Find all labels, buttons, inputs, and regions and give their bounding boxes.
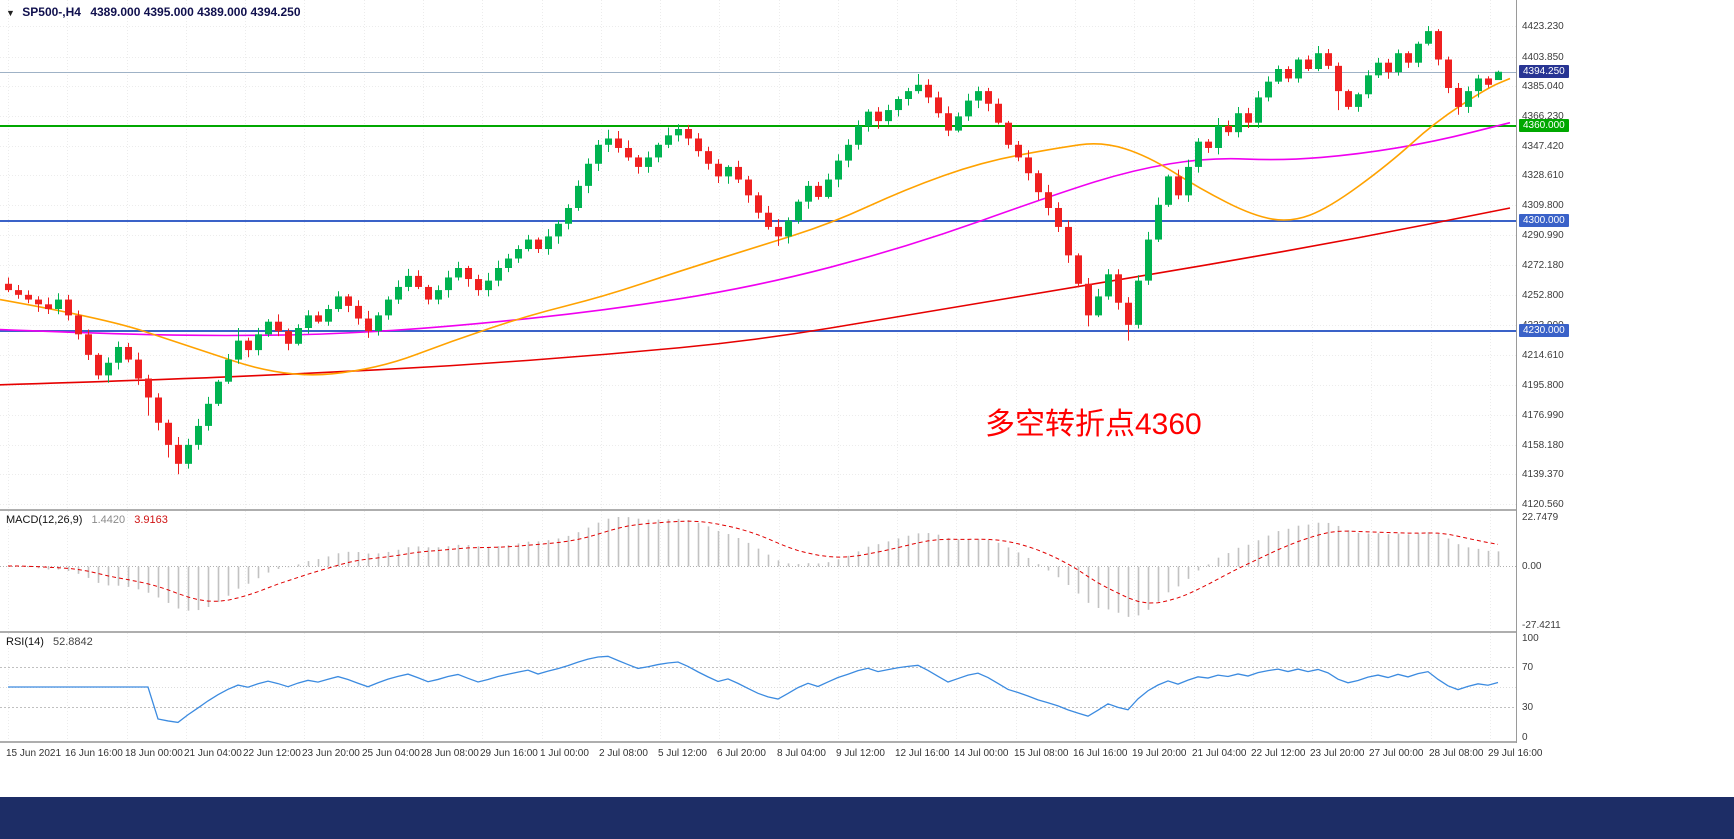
price-tick-label: 4252.800	[1522, 290, 1564, 301]
price-tick-label: 4214.610	[1522, 350, 1564, 361]
rsi-title: RSI(14) 52.8842	[6, 636, 93, 648]
macd-title: MACD(12,26,9) 1.4420 3.9163	[6, 514, 168, 526]
time-axis-label: 9 Jul 12:00	[836, 748, 885, 759]
chart-title: ▼ SP500-,H4 4389.000 4395.000 4389.000 4…	[6, 5, 301, 19]
price-tick-label: 4347.420	[1522, 141, 1564, 152]
time-axis-label: 16 Jul 16:00	[1073, 748, 1128, 759]
chart-annotation-text: 多空转折点4360	[985, 408, 1202, 441]
time-axis-label: 16 Jun 16:00	[65, 748, 123, 759]
price-tick-label: 4385.040	[1522, 81, 1564, 92]
time-axis-label: 14 Jul 00:00	[954, 748, 1009, 759]
time-axis-label: 2 Jul 08:00	[599, 748, 648, 759]
time-axis-label: 1 Jul 00:00	[540, 748, 589, 759]
macd-scale-zero-label: 0.00	[1522, 561, 1542, 572]
macd-name: MACD(12,26,9)	[6, 514, 83, 526]
rsi-scale-label: 100	[1522, 633, 1539, 644]
price-level-chip: 4360.000	[1519, 119, 1569, 132]
price-scale-separator	[1516, 0, 1517, 743]
price-scale[interactable]: 4423.230 4403.850 4385.040 4366.230 4347.420…	[1517, 0, 1734, 743]
window-footer-bar	[0, 797, 1734, 839]
pane-separator[interactable]	[0, 741, 1734, 743]
price-tick-label: 4366.230	[1522, 111, 1564, 122]
time-axis-label: 8 Jul 04:00	[777, 748, 826, 759]
time-axis-label: 6 Jul 20:00	[717, 748, 766, 759]
price-tick-label: 4403.850	[1522, 52, 1564, 63]
pane-separator[interactable]	[0, 509, 1734, 511]
price-tick-label: 4272.180	[1522, 260, 1564, 271]
macd-scale-max-label: 22.7479	[1522, 512, 1559, 523]
price-tick-label: 4328.610	[1522, 170, 1564, 181]
time-axis-label: 22 Jul 12:00	[1251, 748, 1306, 759]
rsi-scale-label: 30	[1522, 702, 1534, 713]
price-tick-label: 4158.180	[1522, 440, 1564, 451]
time-axis-label: 28 Jul 08:00	[1429, 748, 1484, 759]
rsi-name: RSI(14)	[6, 636, 44, 648]
time-axis-label: 21 Jun 04:00	[184, 748, 242, 759]
time-axis-label: 29 Jun 16:00	[480, 748, 538, 759]
time-axis-label: 15 Jul 08:00	[1014, 748, 1069, 759]
time-axis-label: 23 Jun 20:00	[302, 748, 360, 759]
price-tick-label: 4423.230	[1522, 21, 1564, 32]
time-axis-label: 5 Jul 12:00	[658, 748, 707, 759]
chart-dropdown-arrow-icon[interactable]: ▼	[6, 8, 15, 18]
price-tick-label: 4290.990	[1522, 230, 1564, 241]
rsi-scale-label: 0	[1522, 732, 1528, 743]
time-axis-label: 18 Jun 00:00	[125, 748, 183, 759]
time-axis-label: 23 Jul 20:00	[1310, 748, 1365, 759]
price-tick-label: 4309.800	[1522, 200, 1564, 211]
time-axis-label: 19 Jul 20:00	[1132, 748, 1187, 759]
price-tick-label: 4120.560	[1522, 499, 1564, 510]
price-tick-label: 4139.370	[1522, 469, 1564, 480]
macd-value-main: 1.4420	[91, 514, 126, 526]
macd-scale-min-label: -27.4211	[1522, 620, 1561, 631]
price-level-chip: 4300.000	[1519, 214, 1569, 227]
price-level-chip: 4230.000	[1519, 324, 1569, 337]
macd-indicator-canvas[interactable]	[0, 511, 1516, 631]
time-axis-label: 29 Jul 16:00	[1488, 748, 1543, 759]
chart-ohlc-values: 4389.000 4395.000 4389.000 4394.250	[90, 5, 301, 19]
time-axis-label: 12 Jul 16:00	[895, 748, 950, 759]
pane-separator[interactable]	[0, 631, 1734, 633]
macd-value-signal: 3.9163	[134, 514, 168, 526]
time-axis-label: 27 Jul 00:00	[1369, 748, 1424, 759]
time-axis-label: 22 Jun 12:00	[243, 748, 301, 759]
time-axis-label: 25 Jun 04:00	[362, 748, 420, 759]
rsi-indicator-canvas[interactable]	[0, 633, 1516, 741]
chart-symbol-period: SP500-,H4	[22, 5, 81, 19]
price-chart-canvas[interactable]	[0, 0, 1516, 509]
rsi-scale-label: 70	[1522, 662, 1534, 673]
price-level-chip: 4394.250	[1519, 65, 1569, 78]
rsi-value: 52.8842	[52, 636, 93, 648]
time-axis-label: 28 Jun 08:00	[421, 748, 479, 759]
time-axis[interactable]: 15 Jun 2021 16 Jun 16:00 18 Jun 00:00 21 Ju…	[0, 743, 1734, 797]
time-axis-label: 21 Jul 04:00	[1192, 748, 1247, 759]
time-axis-label: 15 Jun 2021	[6, 748, 62, 759]
price-tick-label: 4176.990	[1522, 410, 1564, 421]
price-tick-label: 4195.800	[1522, 380, 1564, 391]
